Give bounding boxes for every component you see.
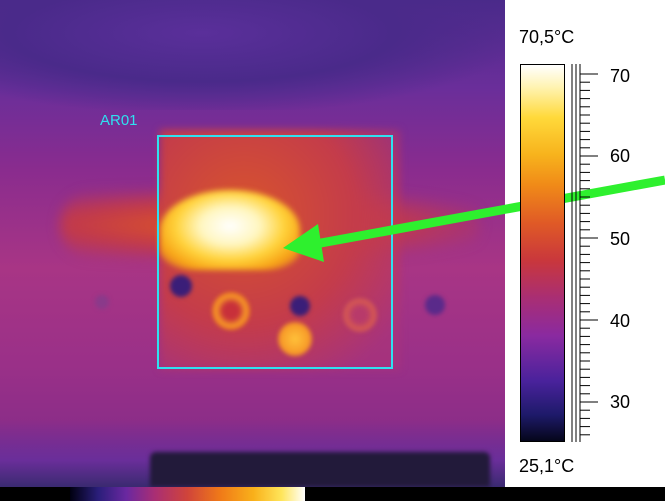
- scale-tick-label: 50: [610, 229, 631, 249]
- thermal-feature: [170, 275, 192, 297]
- thermal-top-region: [0, 0, 505, 110]
- scale-max-value: 70,5°C: [519, 27, 575, 47]
- thermal-hot-spot: [160, 190, 300, 270]
- scale-tick-label: 30: [610, 392, 631, 412]
- thermal-feature: [425, 295, 445, 315]
- measurement-area-box[interactable]: [157, 135, 393, 369]
- scale-ticks: [571, 64, 598, 442]
- thermal-feature: [343, 298, 377, 332]
- scale-min-value: 25,1°C: [519, 456, 575, 476]
- scale-tick-label: 60: [610, 146, 631, 166]
- thermal-feature: [278, 322, 312, 356]
- palette-strip: [70, 487, 305, 501]
- thermal-image: [0, 0, 505, 487]
- scale-tick-label: 40: [610, 311, 631, 331]
- measurement-area-label: AR01: [100, 112, 138, 129]
- thermal-feature: [95, 295, 109, 309]
- thermal-dark-object: [150, 452, 490, 487]
- color-scale-bar: [520, 64, 565, 442]
- thermal-feature: [212, 292, 250, 330]
- thermal-feature: [290, 296, 310, 316]
- scale-tick-label: 70: [610, 66, 631, 86]
